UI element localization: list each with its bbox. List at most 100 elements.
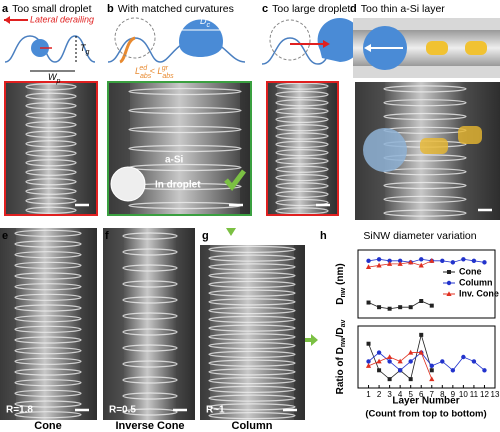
panel-letter: c xyxy=(262,3,268,15)
x-tick-label: 2 xyxy=(377,390,382,399)
y-axis-label-part: Ratio of D xyxy=(335,347,346,394)
wire-ridge xyxy=(25,168,77,176)
x-tick-label: 1 xyxy=(366,390,371,399)
x-tick-label: 5 xyxy=(408,390,413,399)
marker xyxy=(461,257,466,262)
wire-ridge xyxy=(122,408,178,416)
micrographs xyxy=(0,81,500,420)
droplet xyxy=(110,166,146,202)
marker xyxy=(376,262,382,268)
green-arrow-h xyxy=(305,334,318,346)
panel-label: d Too thin a-Si layer xyxy=(350,3,445,15)
wire-ridge xyxy=(122,344,178,352)
marker xyxy=(376,350,382,355)
wire-ridge xyxy=(275,90,329,99)
panel-title: Too small droplet xyxy=(12,3,91,15)
wire-ridge xyxy=(25,130,77,138)
marker xyxy=(366,258,371,264)
wire-ridge xyxy=(208,412,296,420)
wire-ridge xyxy=(14,315,82,323)
marker xyxy=(418,262,424,268)
wire-ridge xyxy=(383,181,467,190)
wire-ridge xyxy=(275,124,329,132)
wire-ridge xyxy=(14,229,82,237)
wire-ridge xyxy=(208,272,296,280)
caption: Inverse Cone xyxy=(115,420,184,432)
wire-ridge xyxy=(122,296,178,304)
wire-ridge xyxy=(25,92,77,100)
frame xyxy=(4,81,98,216)
wire-ridge xyxy=(122,360,178,368)
wire-ridge xyxy=(208,298,296,306)
wire-ridge xyxy=(208,350,296,358)
y-axis-label-part: nw xyxy=(340,337,347,347)
x-tick-label: 10 xyxy=(459,390,468,399)
legend-label: Inv. Cone xyxy=(459,288,499,298)
legend-label: Column xyxy=(459,277,493,287)
marker xyxy=(429,376,435,382)
wire-ridge xyxy=(25,187,77,195)
wire-ridge xyxy=(14,240,82,248)
marker xyxy=(398,305,403,310)
marker xyxy=(408,305,413,310)
ratio-label: R~1 xyxy=(206,405,225,416)
wire-ridge xyxy=(25,149,77,157)
y-axis-label: Dnw (nm) xyxy=(335,263,347,304)
frame xyxy=(107,81,252,216)
x-tick-label: 9 xyxy=(451,390,456,399)
legend-marker xyxy=(446,291,452,296)
wire-ridge xyxy=(208,324,296,332)
caption: Column xyxy=(232,420,273,432)
wire-ridge xyxy=(122,248,178,256)
wire-ridge xyxy=(275,149,329,157)
marker xyxy=(419,299,424,303)
wire-ridge xyxy=(128,144,242,153)
y-axis-label-part: /D xyxy=(335,327,346,337)
panel-title: Too large droplet xyxy=(272,3,350,15)
wire-ridge xyxy=(14,389,82,397)
marker xyxy=(377,368,382,373)
wire-ridge xyxy=(25,83,77,91)
wire-ridge xyxy=(122,328,178,336)
series-line xyxy=(368,333,433,380)
nanowire xyxy=(210,245,294,420)
wire-ridge xyxy=(275,182,329,190)
y-axis-label: Ratio of Dnw/Dav xyxy=(335,320,347,395)
x-axis-label: Layer Number xyxy=(392,396,459,407)
ratio-label: R=1.8 xyxy=(6,405,33,416)
nanowire xyxy=(16,228,80,420)
x-tick-label: 13 xyxy=(491,390,500,399)
wire-ridge xyxy=(14,347,82,355)
marker xyxy=(482,368,487,373)
dc-main: D xyxy=(200,16,207,26)
marker xyxy=(387,261,393,266)
x-tick-label: 4 xyxy=(398,390,403,399)
panel-letter: f xyxy=(105,230,109,242)
wire-ridge xyxy=(275,99,329,107)
wire-ridge xyxy=(275,140,329,148)
wire-ridge xyxy=(25,178,77,186)
wp-sub: p xyxy=(56,78,61,85)
wire-ridge xyxy=(25,140,77,148)
wire-ridge xyxy=(208,307,296,315)
marker xyxy=(429,303,434,308)
marker xyxy=(387,258,392,264)
panel-label: a Too small droplet xyxy=(2,3,92,15)
wp-main: W xyxy=(48,72,58,82)
x-axis-note: (Count from top to bottom) xyxy=(365,409,486,420)
marker xyxy=(408,349,414,355)
marker xyxy=(461,354,466,360)
wire-ridge xyxy=(208,385,296,393)
marker xyxy=(440,359,445,364)
marker xyxy=(366,300,371,305)
panel-letter: d xyxy=(350,3,357,15)
labs-sub-2: abs xyxy=(162,73,174,80)
wire-ridge xyxy=(208,333,296,341)
marker xyxy=(397,368,403,373)
wire-ridge xyxy=(208,342,296,350)
wire-ridge xyxy=(122,264,178,272)
marker xyxy=(397,258,403,264)
green-arrow xyxy=(226,228,236,236)
nanowire xyxy=(130,82,240,215)
